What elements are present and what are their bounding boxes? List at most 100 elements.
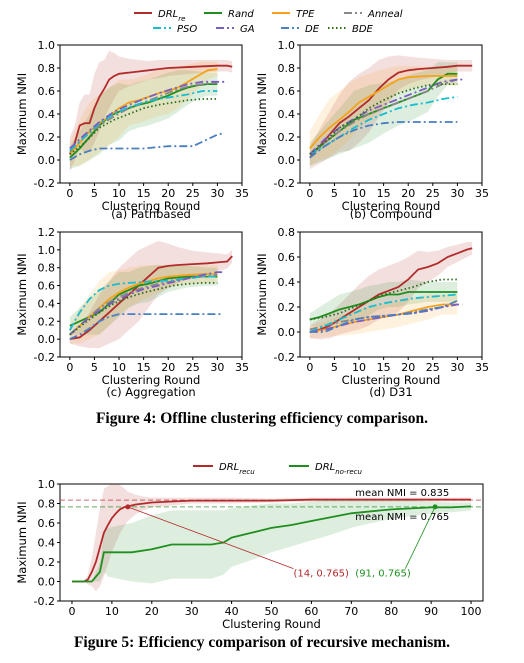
annotation-arrow-norecu <box>404 506 436 569</box>
x-tick-label: 0 <box>66 361 73 374</box>
series-line-BDE <box>309 278 458 321</box>
subplot-caption: (b) Compound <box>350 207 432 221</box>
x-tick-label: 0 <box>306 361 313 374</box>
series-line-DRL_re <box>69 255 233 340</box>
y-tick-label: 0.6 <box>278 251 296 264</box>
x-tick-label: 30 <box>210 187 224 200</box>
series-line-PSO <box>309 95 458 156</box>
x-tick-label: 90 <box>424 605 438 618</box>
x-tick-label: 20 <box>161 361 175 374</box>
x-tick-label: 15 <box>137 361 151 374</box>
x-tick-label: 40 <box>225 605 239 618</box>
y-tick-label: 0.8 <box>278 62 296 75</box>
x-tick-label: 5 <box>331 187 338 200</box>
y-tick-label: -0.2 <box>34 595 55 608</box>
x-tick-label: 10 <box>352 361 366 374</box>
series-line-Rand <box>309 291 458 321</box>
x-tick-label: 20 <box>161 187 175 200</box>
mean-label-norecu: mean NMI = 0.765 <box>355 512 449 523</box>
series-line-DE <box>309 299 458 333</box>
y-axis-label: Maximum NMI <box>255 73 269 155</box>
legend-label-7: BDE <box>352 24 374 35</box>
x-tick-label: 100 <box>461 605 482 618</box>
y-tick-label: 0.6 <box>38 517 56 530</box>
series-line-PSO <box>69 90 218 152</box>
y-tick-label: 0.4 <box>278 276 296 289</box>
y-tick-label: -0.2 <box>34 177 55 190</box>
x-axis-label: Clustering Round <box>222 617 321 631</box>
y-tick-label: 0.6 <box>38 280 56 293</box>
x-tick-label: 15 <box>137 187 151 200</box>
x-tick-label: 25 <box>186 187 200 200</box>
y-axis-label: Maximum NMI <box>15 73 29 155</box>
series-line-DE <box>69 313 223 340</box>
chart-compound: 0 5 10 15 20 25 30 35 -0.2 0.0 0.2 0.4 0.6 0.8 1.0 Clus… <box>255 39 489 221</box>
series-line-Anneal <box>69 274 218 336</box>
x-tick-label: 30 <box>210 361 224 374</box>
legend-label-1: Rand <box>228 9 254 20</box>
y-tick-label: 0.4 <box>38 297 56 310</box>
x-tick-label: 0 <box>66 187 73 200</box>
y-tick-label: 0.2 <box>278 131 296 144</box>
x-tick-label: 25 <box>426 187 440 200</box>
plot-frame <box>59 231 243 358</box>
y-tick-label: 0.8 <box>38 498 56 511</box>
x-tick-label: 30 <box>450 361 464 374</box>
series-line-DRL_re <box>68 64 233 155</box>
x-tick-label: 20 <box>145 605 159 618</box>
chart-recursive: 0 10 20 30 40 50 60 70 80 90 100 -0.2 0.0 0.2 0.4 0.6 0.… <box>15 462 484 631</box>
x-axis-label: Clustering Round <box>342 199 441 213</box>
x-tick-label: 60 <box>304 605 318 618</box>
x-axis-label: Clustering Round <box>342 373 441 387</box>
y-tick-label: 0.8 <box>278 226 296 239</box>
series-line-DE <box>309 121 458 159</box>
y-tick-label: 0.6 <box>38 85 56 98</box>
x-tick-label: 10 <box>112 361 126 374</box>
legend-label-0: DRLre <box>158 9 185 23</box>
series-line-TPE <box>309 75 458 150</box>
y-tick-label: 0.0 <box>278 154 296 167</box>
subplot-caption: (d) D31 <box>369 385 412 399</box>
legend-label-3: Anneal <box>367 9 403 20</box>
y-tick-label: 1.0 <box>38 478 56 491</box>
x-tick-label: 5 <box>331 361 338 374</box>
series-line-DRL_re <box>309 64 473 159</box>
subplot-caption: (a) Pathbased <box>111 207 191 221</box>
figure4-caption: Figure 4: Offline clustering efficiency … <box>95 410 429 427</box>
x-tick-label: 35 <box>475 187 489 200</box>
x-tick-label: 5 <box>91 361 98 374</box>
y-axis-label: Maximum NMI <box>15 501 29 583</box>
x-tick-label: 0 <box>306 187 313 200</box>
plot-frame <box>299 231 483 358</box>
x-tick-label: 30 <box>450 187 464 200</box>
fig5-legend-label-0: DRLrecu <box>219 462 255 476</box>
band-TPE <box>69 265 218 344</box>
mean-label-recu: mean NMI = 0.835 <box>355 488 449 499</box>
y-tick-label: 0.2 <box>278 301 296 314</box>
y-tick-label: -0.2 <box>34 351 55 364</box>
annotation-recu: (14, 0.765) <box>293 569 349 580</box>
x-tick-label: 35 <box>235 361 249 374</box>
chart-d31: 0 5 10 15 20 25 30 35 -0.2 0.0 0.2 0.4 0.6 0.8 Cluster… <box>255 226 489 399</box>
band-TPE <box>309 65 458 166</box>
legend-label-4: PSO <box>177 24 197 35</box>
y-tick-label: 0.4 <box>278 108 296 121</box>
figure4-legend: DRLre Rand TPE Anneal PSO GA DE BDE <box>134 9 403 35</box>
x-tick-label: 25 <box>426 361 440 374</box>
series-line-GA <box>69 271 223 336</box>
series-line-Anneal <box>69 82 218 152</box>
y-tick-label: 0.4 <box>38 537 56 550</box>
chart-aggregation: 0 5 10 15 20 25 30 35 -0.2 0.0 0.2 0.4 0.6 0.8 1.0 1.2 C… <box>15 226 249 399</box>
y-tick-label: -0.2 <box>274 177 295 190</box>
fig5-legend-label-1: DRLno-recu <box>315 462 363 476</box>
series-line-GA <box>69 80 228 150</box>
y-tick-label: -0.2 <box>274 351 295 364</box>
legend-label-6: DE <box>305 24 320 35</box>
y-tick-label: 1.0 <box>38 39 56 52</box>
x-tick-label: 50 <box>265 605 279 618</box>
series-line-PSO <box>309 293 458 333</box>
y-tick-label: 0.0 <box>38 333 56 346</box>
y-tick-label: 0.4 <box>38 108 56 121</box>
band-DRL_re <box>69 50 233 172</box>
series-line-BDE <box>309 83 458 156</box>
